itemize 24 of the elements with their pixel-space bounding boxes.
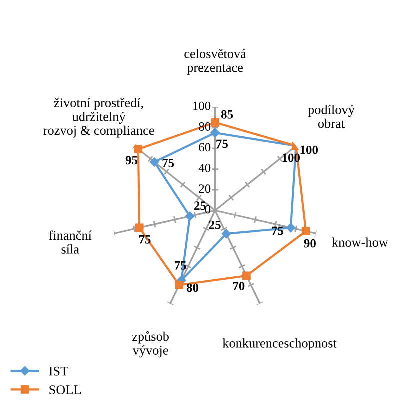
spoke-label: konkurenceschopnost: [222, 338, 337, 351]
data-label: 75: [216, 140, 228, 148]
y-tick-label: 100: [193, 102, 211, 110]
spoke-label: způsob vývoje: [132, 331, 169, 358]
legend-label: SOLL: [50, 386, 82, 394]
data-label: 80: [186, 284, 198, 292]
y-tick-label: 60: [199, 143, 211, 152]
spoke-label: know-how: [332, 238, 388, 248]
spoke-label: finanční síla: [49, 230, 92, 254]
data-label: 25: [194, 202, 206, 210]
data-label: 25: [209, 220, 221, 230]
data-label: 95: [126, 156, 138, 165]
y-tick-label: 20: [199, 184, 211, 194]
spoke-label: podílový obrat: [308, 105, 355, 128]
y-tick-label: 40: [198, 164, 211, 172]
data-label: 75: [162, 159, 174, 168]
y-tick-label: 0: [205, 205, 211, 214]
spoke-label: celosvětová prezentace: [184, 49, 246, 75]
data-label: 90: [304, 239, 316, 248]
data-label: 100: [300, 146, 318, 154]
spoke-label: životní prostředí, udržitelný rozvoj & compliance: [44, 98, 154, 138]
legend-label: IST: [49, 366, 68, 376]
data-label: 85: [221, 110, 234, 119]
data-label: 70: [233, 282, 245, 291]
